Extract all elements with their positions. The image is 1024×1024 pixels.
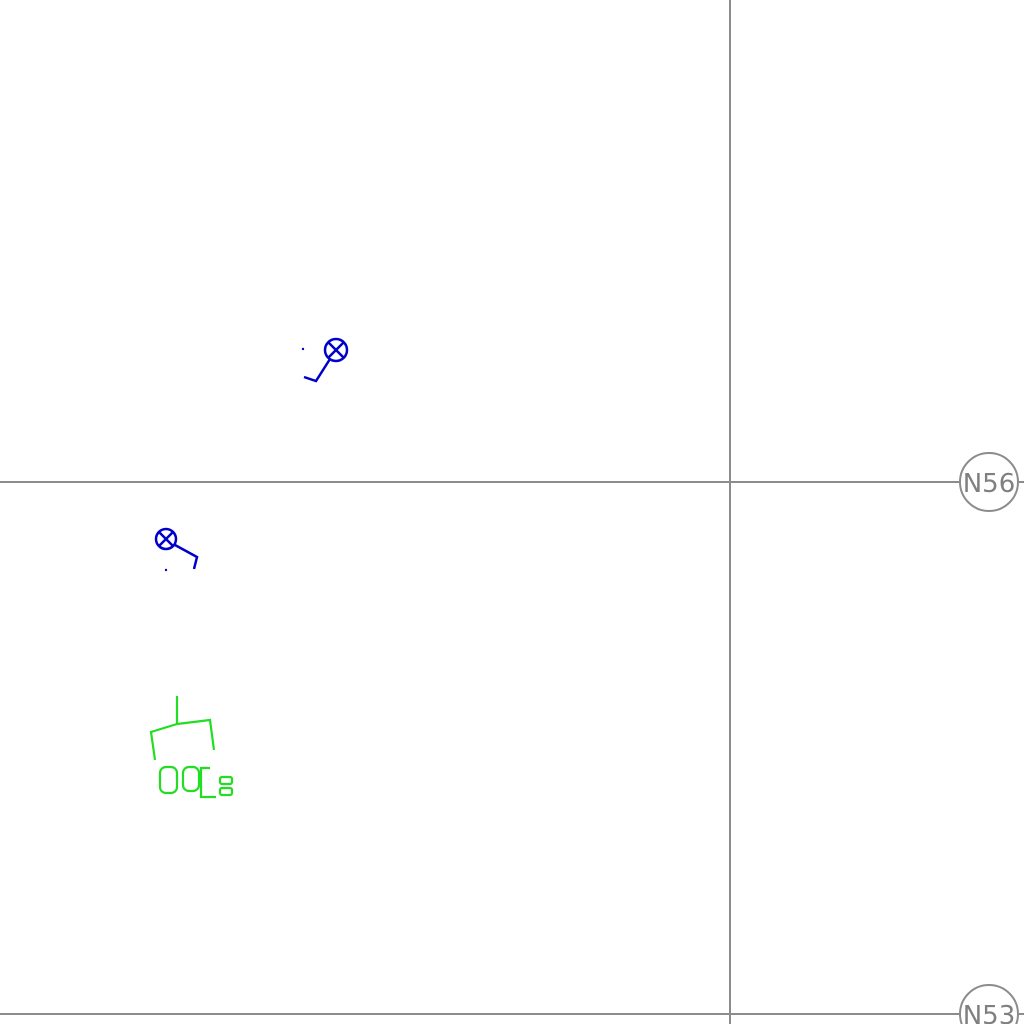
equipment-small-box-1: [218, 775, 234, 786]
fixture-leader-line: [174, 543, 199, 570]
light-fixture-x-circle-icon: [154, 527, 178, 551]
light-fixture-x-circle-icon: [323, 337, 349, 363]
equipment-connector: [199, 766, 216, 799]
light-fixture-symbol: [301, 337, 349, 383]
grid-bubble-label: N56: [963, 469, 1016, 499]
fixture-leader-line: [303, 358, 332, 383]
panel-equipment-icon: [149, 696, 234, 799]
equipment-small-box-2: [218, 786, 234, 797]
grid-bubble-circle-icon: [959, 984, 1019, 1024]
equipment-box-1: [158, 765, 179, 795]
light-fixture-symbol: [154, 527, 199, 572]
grid-bubble-circle-icon: [959, 452, 1019, 512]
fixture-cross-b: [158, 531, 174, 547]
fixture-dot-icon: [164, 568, 168, 572]
fixture-dot-icon: [301, 347, 305, 351]
grid-bubble-label: N53: [963, 1001, 1016, 1024]
fixture-cross-b: [327, 341, 345, 359]
equipment-bracket-right: [176, 718, 216, 751]
equipment-box-2: [181, 765, 201, 793]
grid-bubble-n53: N53: [959, 984, 1019, 1024]
equipment-bracket-left: [149, 722, 178, 761]
grid-bubble-n56: N56: [959, 452, 1019, 512]
